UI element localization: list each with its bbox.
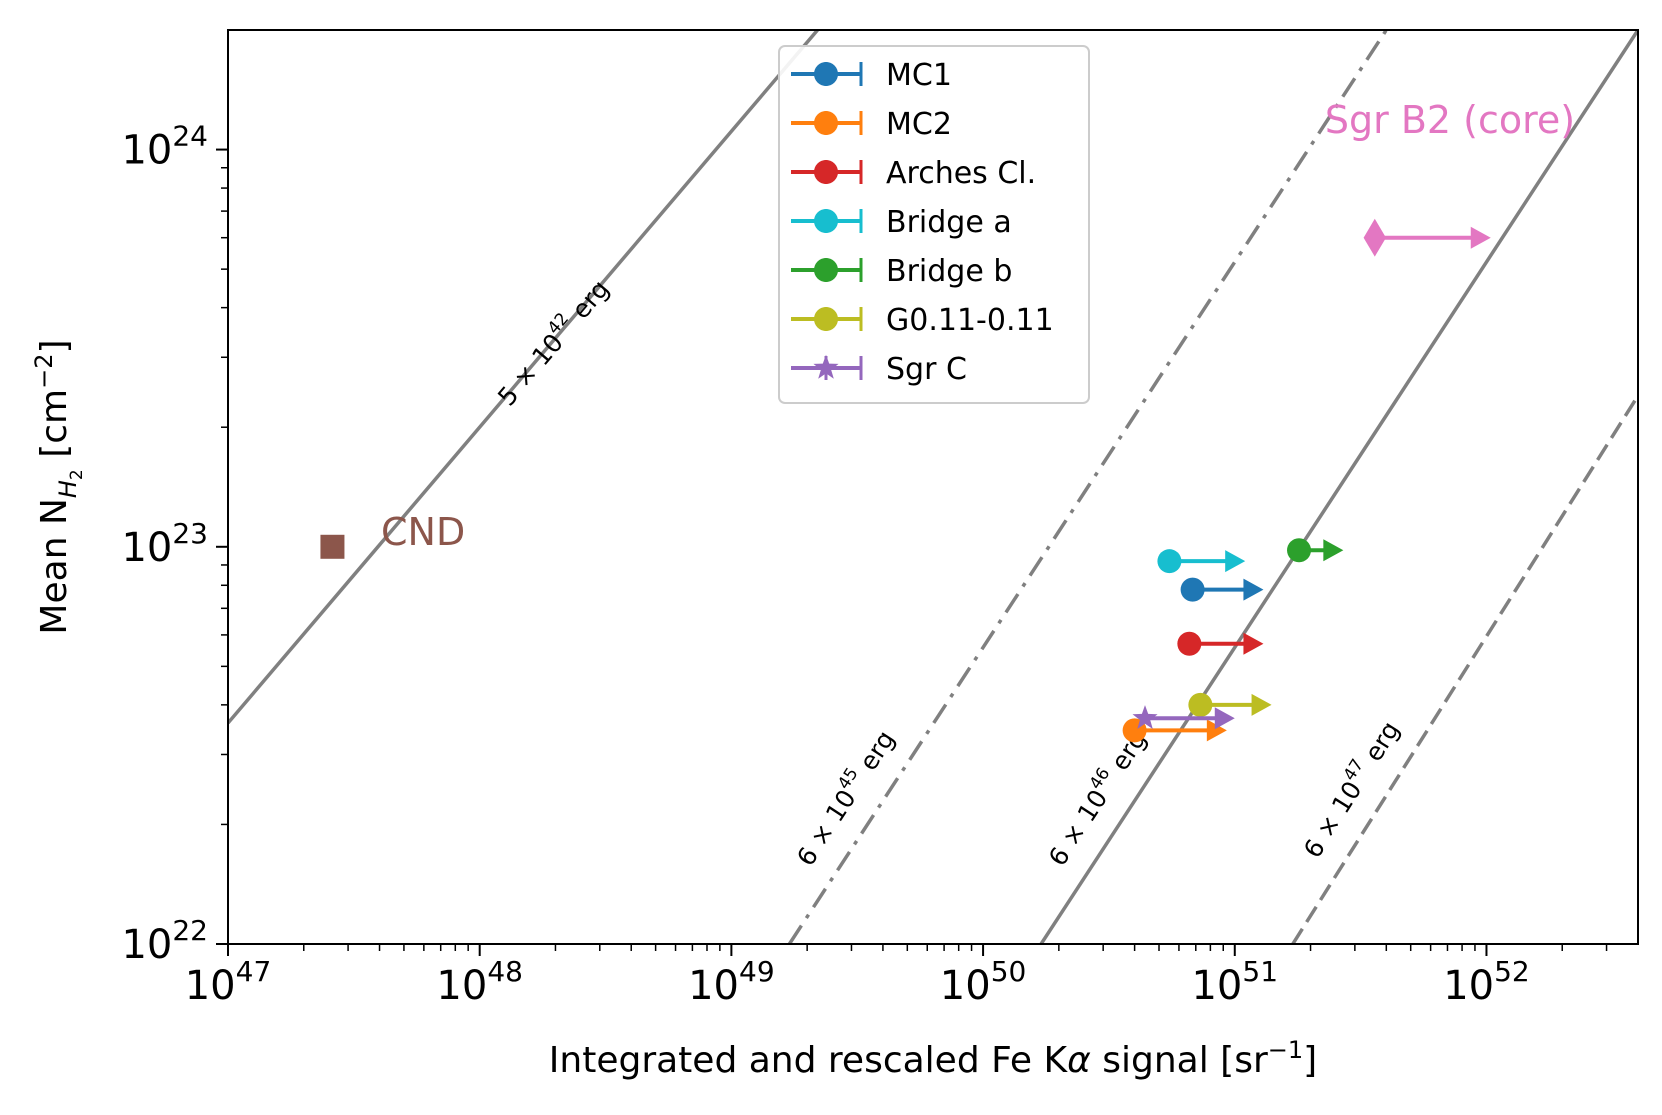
legend-label-arches-cl: Arches Cl.: [886, 156, 1036, 191]
bridge-b-arrow-head: [1323, 539, 1344, 562]
annotations: Sgr B2 (core) CND: [381, 98, 1575, 554]
energy-line-42: [228, 30, 819, 725]
y-tick-label: 1024: [121, 120, 208, 174]
energy-line-46: [1039, 30, 1638, 944]
g0-11-0-11-point: [1188, 692, 1213, 717]
arches-cl-arrow-head: [1243, 632, 1264, 655]
mc1-arrow-head: [1243, 578, 1264, 601]
g0-11-0-11-arrow-head: [1251, 693, 1272, 716]
energy-label-45: 6 × 1045 erg: [788, 723, 901, 871]
legend-marker-bridge-a: [814, 209, 838, 233]
mc1-point: [1180, 577, 1205, 602]
energy-lines: [228, 30, 1638, 944]
y-axis-title: Mean NH2 [cm−2]: [30, 339, 87, 634]
legend-label-mc1: MC1: [886, 58, 952, 93]
sgr-b2-core-point: [1363, 218, 1386, 257]
legend-marker-sgr-c: [813, 354, 839, 379]
cnd-label: CND: [381, 510, 465, 554]
arches-cl-point: [1177, 631, 1202, 656]
legend-marker-mc2: [814, 111, 838, 135]
sgr-b2-core-arrow-head: [1470, 226, 1491, 249]
legend-label-bridge-b: Bridge b: [886, 254, 1012, 289]
x-tick-label: 1050: [940, 955, 1027, 1009]
legend-label-g0-11-0-11: G0.11-0.11: [886, 303, 1054, 338]
y-tick-label: 1022: [121, 914, 208, 968]
bridge-a-point: [1157, 549, 1182, 574]
y-tick-label: 1023: [121, 517, 208, 571]
legend-label-bridge-a: Bridge a: [886, 205, 1012, 240]
legend-marker-bridge-b: [814, 258, 838, 282]
sgr-c-arrow-head: [1214, 707, 1235, 730]
x-tick-label: 1051: [1191, 955, 1278, 1009]
x-tick-label: 1049: [688, 955, 775, 1009]
mc2-arrow-head: [1206, 719, 1227, 742]
legend-marker-mc1: [814, 62, 838, 86]
bridge-b-point: [1287, 538, 1312, 563]
sgr-c-point: [1132, 705, 1158, 729]
sgr-b2-core-label: Sgr B2 (core): [1325, 98, 1575, 142]
plot-frame: [227, 29, 1639, 945]
x-axis-title: Integrated and rescaled Fe Kα signal [sr…: [549, 1036, 1317, 1081]
axis-ticks: 1047 1048 1049 1050 1051 1052 1022 1023 1024: [121, 120, 1608, 1009]
energy-label-42: 5 × 1042 erg: [489, 272, 615, 412]
legend: MC1 MC2 Arches Cl. Bridge a Bridge b G0.11-0.…: [778, 45, 1090, 404]
energy-line-47: [1291, 394, 1638, 944]
cnd-point: [320, 534, 345, 559]
legend-box: [778, 45, 1090, 404]
x-tick-label: 1052: [1443, 955, 1530, 1009]
x-tick-label: 1047: [185, 955, 272, 1009]
legend-marker-g0-11-0-11: [814, 307, 838, 331]
legend-label-sgr-c: Sgr C: [886, 352, 967, 387]
x-tick-label: 1048: [436, 955, 523, 1009]
legend-label-mc2: MC2: [886, 107, 952, 142]
bridge-a-arrow-head: [1225, 550, 1246, 573]
energy-line-45: [787, 30, 1388, 944]
data-points: [320, 218, 1491, 743]
legend-marker-arches-cl: [814, 160, 838, 184]
